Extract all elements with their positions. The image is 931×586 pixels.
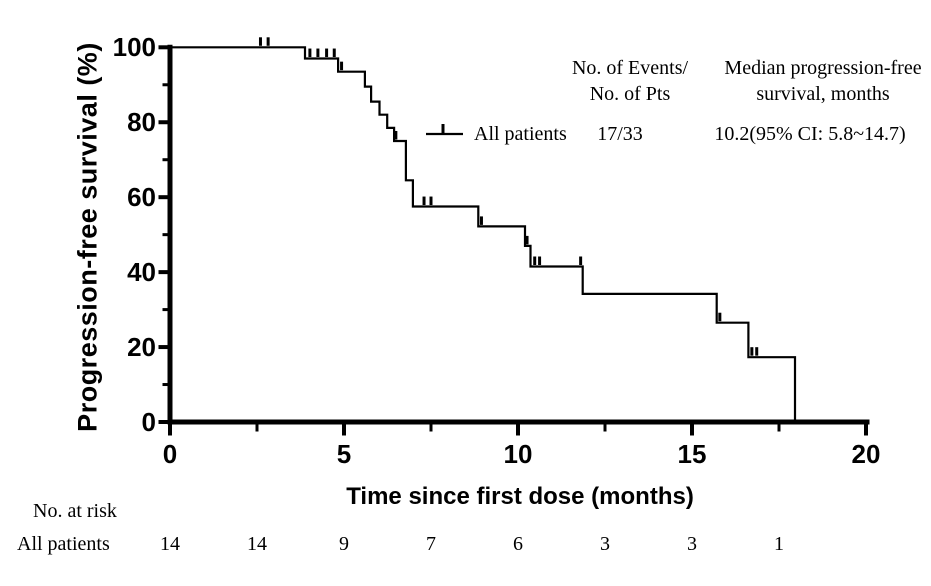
y-tick-label: 40 — [127, 257, 156, 288]
legend-header-median: Median progression-free survival, months — [666, 55, 931, 107]
risk-count: 14 — [247, 533, 267, 555]
y-tick-label: 0 — [141, 407, 156, 437]
legend-header-events-line2: No. of Pts — [589, 83, 671, 105]
y-tick-label: 60 — [127, 182, 156, 213]
y-tick-label: 100 — [112, 32, 156, 63]
risk-count: 3 — [600, 533, 610, 555]
x-tick-label: 15 — [677, 439, 707, 469]
legend-header-median-line2: survival, months — [756, 83, 890, 105]
risk-count: 1 — [774, 533, 784, 555]
legend-events-value: 17/33 — [597, 123, 643, 145]
risk-count: 9 — [339, 533, 349, 555]
x-tick-label: 5 — [336, 439, 352, 469]
risk-table-row-label: All patients — [17, 533, 110, 555]
x-tick-label: 10 — [503, 439, 533, 469]
y-tick-label: 80 — [127, 107, 156, 138]
x-tick-label: 20 — [851, 439, 881, 469]
x-axis-title: Time since first dose (months) — [346, 483, 694, 510]
risk-count: 7 — [426, 533, 436, 555]
legend-median-value: 10.2(95% CI: 5.8~14.7) — [714, 123, 906, 145]
y-tick-label: 20 — [127, 332, 156, 363]
risk-table-title: No. at risk — [33, 500, 117, 522]
axis-spine — [167, 44, 870, 425]
km-curve — [170, 46, 797, 422]
risk-count: 3 — [687, 533, 697, 555]
x-tick-label: 0 — [162, 439, 178, 469]
risk-count: 14 — [160, 533, 180, 555]
risk-count: 6 — [513, 533, 523, 555]
legend-header-events-line1: No. of Events/ — [571, 57, 689, 79]
legend-header-median-line1: Median progression-free — [724, 57, 922, 79]
legend-header-events: No. of Events/ No. of Pts — [528, 55, 732, 107]
y-axis-title: Progression-free survival (%) — [72, 42, 103, 432]
legend-series-label: All patients — [474, 123, 567, 145]
